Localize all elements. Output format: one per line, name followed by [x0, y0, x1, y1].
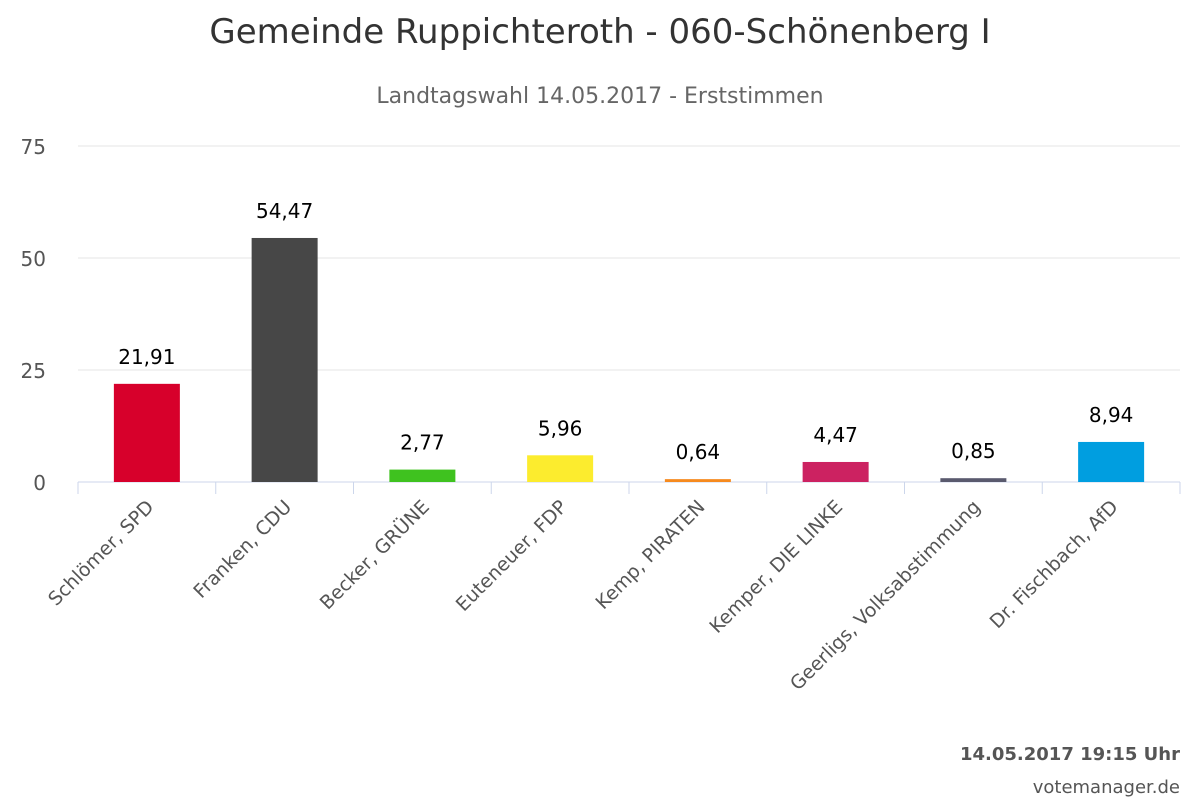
bar-6 — [802, 461, 869, 482]
bar-5 — [664, 479, 731, 482]
data-label: 5,96 — [538, 416, 583, 440]
x-tick-label: Schlömer, SPD — [44, 496, 158, 610]
x-tick-label: Becker, GRÜNE — [315, 495, 434, 614]
x-tick-label: Dr. Fischbach, AfD — [986, 496, 1123, 633]
data-label: 4,47 — [813, 423, 858, 447]
credit-timestamp: 14.05.2017 19:15 Uhr — [959, 744, 1180, 765]
x-tick-label: Franken, CDU — [189, 496, 296, 603]
data-label: 54,47 — [256, 199, 313, 223]
credit-site[interactable]: votemanager.de — [1032, 777, 1180, 798]
data-label: 8,94 — [1089, 403, 1134, 427]
y-tick-label: 50 — [21, 247, 46, 271]
y-tick-label: 25 — [21, 359, 46, 383]
data-label: 0,85 — [951, 439, 996, 463]
bar-3 — [389, 469, 456, 482]
bar-7 — [940, 478, 1007, 482]
bar-8 — [1078, 441, 1145, 482]
data-label: 0,64 — [676, 440, 721, 464]
x-tick-label: Kemp, PIRATEN — [592, 496, 710, 614]
data-label: 2,77 — [400, 431, 445, 455]
chart-title: Gemeinde Ruppichteroth - 060-Schönenberg… — [209, 12, 991, 52]
x-tick-label: Euteneuer, FDP — [452, 496, 572, 616]
y-tick-label: 75 — [21, 135, 46, 159]
x-tick-label: Kemper, DIE LINKE — [705, 496, 847, 638]
bar-4 — [527, 455, 594, 482]
bar-2 — [251, 237, 318, 482]
bar-1 — [113, 383, 180, 482]
chart-subtitle: Landtagswahl 14.05.2017 - Erststimmen — [376, 84, 824, 109]
y-tick-label: 0 — [33, 471, 46, 495]
data-label: 21,91 — [118, 345, 175, 369]
